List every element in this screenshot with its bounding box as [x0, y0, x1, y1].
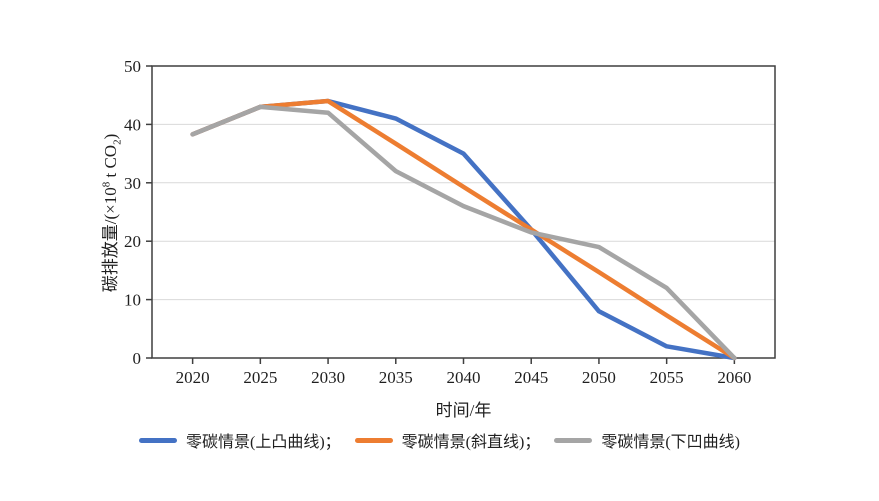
x-tick-label: 2035 [379, 368, 413, 387]
y-tick-label: 50 [124, 57, 141, 76]
x-tick-label: 2045 [514, 368, 548, 387]
legend-swatch-1 [354, 437, 393, 443]
y-axis-title-subscript: 2 [111, 139, 124, 145]
series-line-1 [190, 98, 737, 361]
y-axis-title: 碳排放量/(×108 t CO2) [96, 13, 123, 413]
series-line-0 [190, 98, 737, 361]
y-tick-label: 30 [124, 174, 141, 193]
series-line-2 [190, 104, 737, 361]
x-axis-title: 时间/年 [435, 401, 492, 420]
x-tick-label: 2030 [311, 368, 345, 387]
x-tick-label: 2025 [243, 368, 277, 387]
legend-item-concave: 零碳情景(下凹曲线) [554, 428, 740, 452]
y-axis-title-superscript: 8 [100, 181, 113, 188]
y-axis-title-mid: t CO [101, 144, 120, 182]
legend-item-straight: 零碳情景(斜直线)； [354, 428, 541, 452]
x-tick-label: 2050 [582, 368, 616, 387]
legend-label-concave: 零碳情景(下凹曲线) [601, 434, 740, 451]
y-tick-label: 0 [133, 349, 142, 368]
plot-border [151, 65, 776, 359]
legend-label-convex: 零碳情景(上凸曲线)； [185, 434, 341, 451]
x-tick-label: 2040 [447, 368, 481, 387]
x-tick-label: 2060 [717, 368, 751, 387]
y-axis-title-suffix: ) [101, 133, 120, 140]
x-tick-label: 2020 [176, 368, 210, 387]
y-tick-label: 40 [124, 115, 141, 134]
legend-label-straight: 零碳情景(斜直线)； [401, 434, 541, 451]
legend-swatch-0 [138, 437, 177, 443]
x-tick-label: 2055 [650, 368, 684, 387]
legend-swatch-2 [554, 437, 593, 443]
legend: 零碳情景(上凸曲线)； 零碳情景(斜直线)； 零碳情景(下凹曲线) [0, 428, 879, 452]
y-tick-label: 10 [124, 291, 141, 310]
legend-item-convex: 零碳情景(上凸曲线)； [138, 428, 341, 452]
y-tick-label: 20 [124, 232, 141, 251]
y-axis-title-prefix: 碳排放量/(×10 [101, 187, 120, 293]
